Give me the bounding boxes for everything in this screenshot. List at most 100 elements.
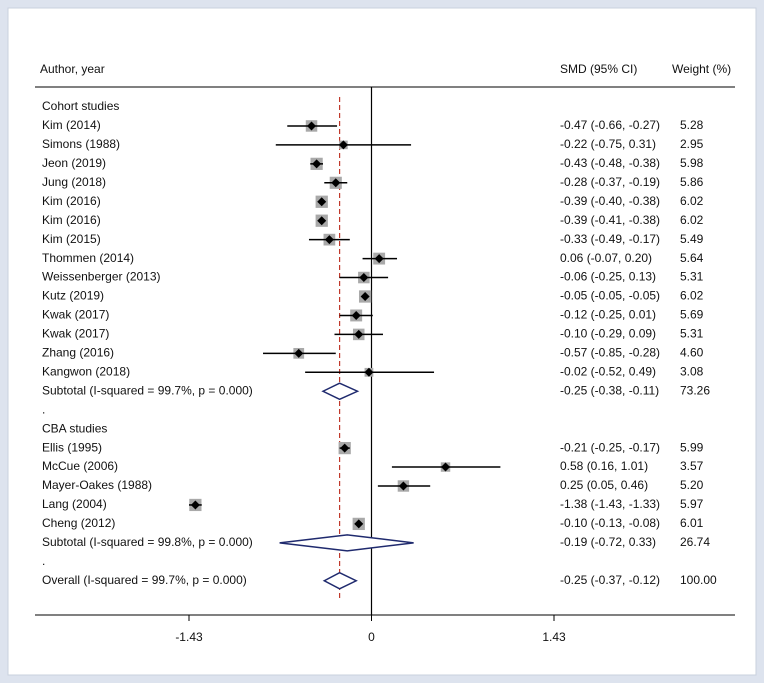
row-label: Kutz (2019) [42, 289, 104, 303]
separator: . [42, 402, 45, 416]
group-label: CBA studies [42, 421, 107, 435]
weight-label: 4.60 [680, 346, 704, 360]
row-label: Cheng (2012) [42, 516, 115, 530]
point-estimate [331, 178, 341, 188]
point-estimate [354, 329, 364, 339]
point-estimate [338, 140, 348, 150]
ci-label: -0.39 (-0.41, -0.38) [560, 213, 660, 227]
ci-label: -0.39 (-0.40, -0.38) [560, 194, 660, 208]
weight-label: 5.69 [680, 308, 704, 322]
row-label: Thommen (2014) [42, 251, 134, 265]
ci-label: 0.06 (-0.07, 0.20) [560, 251, 652, 265]
row-label: Jung (2018) [42, 175, 106, 189]
x-tick-label: 1.43 [542, 630, 566, 644]
weight-label: 26.74 [680, 535, 710, 549]
ci-label: -1.38 (-1.43, -1.33) [560, 497, 660, 511]
ci-label: -0.21 (-0.25, -0.17) [560, 440, 660, 454]
x-tick-label: -1.43 [175, 630, 203, 644]
pooled-diamond [279, 534, 414, 552]
row-label: McCue (2006) [42, 459, 118, 473]
point-estimate [340, 443, 350, 453]
pooled-diamond [321, 382, 360, 401]
ci-label: -0.10 (-0.29, 0.09) [560, 327, 656, 341]
weight-label: 5.31 [680, 270, 704, 284]
row-label: Kangwon (2018) [42, 364, 130, 378]
point-estimate [354, 519, 364, 529]
point-estimate [360, 292, 370, 301]
point-estimate [190, 500, 200, 510]
ci-label: -0.22 (-0.75, 0.31) [560, 137, 656, 151]
row-label: Kwak (2017) [42, 327, 109, 341]
point-estimate [307, 121, 317, 131]
point-estimate [364, 367, 374, 377]
weight-label: 2.95 [680, 137, 704, 151]
weight-label: 5.97 [680, 497, 704, 511]
ci-label: -0.05 (-0.05, -0.05) [560, 289, 660, 303]
point-estimate [374, 254, 384, 264]
x-tick-label: 0 [368, 630, 375, 644]
point-estimate [351, 310, 361, 320]
weight-label: 100.00 [680, 573, 717, 587]
weight-label: 6.02 [680, 194, 704, 208]
weight-label: 5.31 [680, 327, 704, 341]
ci-label: -0.57 (-0.85, -0.28) [560, 346, 660, 360]
weight-label: 3.08 [680, 364, 704, 378]
pooled-diamond [322, 571, 358, 590]
row-label: Kwak (2017) [42, 308, 109, 322]
weight-label: 5.64 [680, 251, 704, 265]
point-estimate [312, 159, 322, 169]
row-label: Overall (I-squared = 99.7%, p = 0.000) [42, 573, 247, 587]
ci-label: -0.12 (-0.25, 0.01) [560, 308, 656, 322]
weight-label: 5.98 [680, 156, 704, 170]
row-label: Ellis (1995) [42, 440, 102, 454]
weight-label: 5.28 [680, 118, 704, 132]
row-label: Simons (1988) [42, 137, 120, 151]
row-label: Kim (2015) [42, 232, 101, 246]
point-estimate [317, 216, 327, 226]
row-label: Weissenberger (2013) [42, 270, 161, 284]
point-estimate [324, 235, 334, 245]
row-label: Kim (2016) [42, 213, 101, 227]
ci-label: -0.47 (-0.66, -0.27) [560, 118, 660, 132]
header-weight: Weight (%) [672, 62, 731, 76]
point-estimate [317, 197, 327, 207]
separator: . [42, 554, 45, 568]
weight-label: 5.49 [680, 232, 704, 246]
header-effect: SMD (95% CI) [560, 62, 637, 76]
point-estimate [294, 348, 304, 358]
row-label: Lang (2004) [42, 497, 107, 511]
weight-label: 5.99 [680, 440, 704, 454]
point-estimate [398, 481, 408, 491]
point-estimate [441, 462, 451, 472]
ci-label: -0.43 (-0.48, -0.38) [560, 156, 660, 170]
ci-label: -0.19 (-0.72, 0.33) [560, 535, 656, 549]
weight-label: 6.01 [680, 516, 704, 530]
ci-label: -0.25 (-0.37, -0.12) [560, 573, 660, 587]
weight-label: 6.02 [680, 213, 704, 227]
ci-label: 0.58 (0.16, 1.01) [560, 459, 648, 473]
row-label: Mayer-Oakes (1988) [42, 478, 152, 492]
header-study: Author, year [40, 62, 105, 76]
weight-label: 6.02 [680, 289, 704, 303]
row-label: Kim (2016) [42, 194, 101, 208]
row-label: Subtotal (I-squared = 99.7%, p = 0.000) [42, 383, 253, 397]
weight-label: 73.26 [680, 383, 710, 397]
weight-label: 5.20 [680, 478, 704, 492]
group-label: Cohort studies [42, 99, 119, 113]
ci-label: -0.33 (-0.49, -0.17) [560, 232, 660, 246]
row-label: Kim (2014) [42, 118, 101, 132]
point-estimate [359, 273, 369, 283]
ci-label: -0.02 (-0.52, 0.49) [560, 364, 656, 378]
weight-label: 3.57 [680, 459, 704, 473]
ci-label: 0.25 (0.05, 0.46) [560, 478, 648, 492]
ci-label: -0.25 (-0.38, -0.11) [560, 383, 659, 397]
row-label: Zhang (2016) [42, 346, 114, 360]
ci-label: -0.28 (-0.37, -0.19) [560, 175, 660, 189]
ci-label: -0.06 (-0.25, 0.13) [560, 270, 656, 284]
row-label: Jeon (2019) [42, 156, 106, 170]
ci-label: -0.10 (-0.13, -0.08) [560, 516, 660, 530]
weight-label: 5.86 [680, 175, 704, 189]
row-label: Subtotal (I-squared = 99.8%, p = 0.000) [42, 535, 253, 549]
panel [7, 7, 757, 676]
